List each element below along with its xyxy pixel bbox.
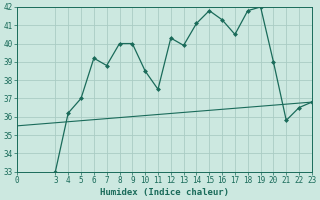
X-axis label: Humidex (Indice chaleur): Humidex (Indice chaleur) [100,188,229,197]
